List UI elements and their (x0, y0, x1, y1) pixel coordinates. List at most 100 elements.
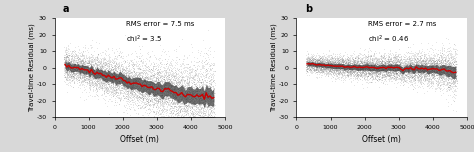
Point (174, 88, 182, 90)
Point (429, 67, 437, 70)
Point (308, 62, 315, 64)
Point (414, 65, 422, 68)
Point (374, 65, 382, 67)
Point (366, 77, 374, 79)
Point (355, 69, 362, 71)
Point (302, 61, 310, 63)
Point (171, 79, 178, 81)
Point (161, 107, 168, 110)
Point (448, 58, 456, 61)
Point (150, 74, 157, 77)
Point (432, 70, 440, 73)
Point (406, 59, 414, 61)
Point (160, 97, 167, 99)
Point (196, 79, 204, 82)
Point (443, 68, 450, 70)
Point (200, 116, 208, 118)
Point (69, 70, 77, 72)
Point (306, 64, 314, 67)
Point (361, 64, 368, 66)
Point (138, 75, 146, 78)
Point (414, 78, 421, 81)
Point (159, 87, 166, 89)
Point (205, 77, 213, 79)
Point (313, 63, 321, 66)
Point (163, 67, 171, 70)
Point (131, 89, 139, 91)
Point (354, 70, 362, 72)
Point (109, 81, 117, 84)
Point (136, 72, 144, 75)
Point (450, 64, 457, 67)
Point (179, 116, 187, 118)
Point (424, 63, 431, 65)
Point (371, 78, 378, 80)
Point (181, 116, 188, 118)
Point (374, 67, 382, 70)
Point (312, 68, 320, 71)
Point (397, 73, 405, 76)
Point (177, 108, 185, 110)
Point (392, 76, 400, 78)
Point (124, 79, 131, 82)
Point (183, 70, 191, 72)
Point (427, 74, 435, 76)
Point (129, 63, 137, 65)
Point (323, 64, 330, 66)
Point (358, 68, 366, 71)
Point (434, 74, 442, 77)
Point (131, 93, 138, 95)
Point (189, 95, 196, 98)
Point (439, 77, 447, 79)
Point (136, 73, 143, 75)
Point (428, 71, 436, 73)
Point (432, 68, 439, 71)
Point (314, 68, 321, 71)
Point (121, 69, 129, 71)
Point (388, 65, 395, 68)
Point (173, 106, 180, 108)
Point (102, 75, 110, 77)
Point (366, 64, 374, 66)
Point (204, 112, 211, 114)
Point (428, 58, 435, 60)
Point (72, 61, 79, 63)
Point (383, 69, 390, 72)
Point (308, 64, 316, 66)
Point (205, 58, 213, 60)
Point (384, 78, 392, 80)
Point (317, 67, 324, 69)
Point (109, 72, 116, 75)
Point (79, 55, 86, 57)
Point (98, 63, 105, 66)
Point (303, 70, 311, 73)
Point (205, 85, 212, 87)
Point (171, 79, 179, 81)
Point (414, 67, 421, 69)
Point (320, 63, 328, 65)
Point (426, 79, 434, 82)
Point (433, 62, 440, 64)
Point (208, 114, 215, 116)
Point (307, 65, 314, 68)
Point (430, 73, 438, 76)
Point (430, 75, 438, 78)
Point (442, 62, 450, 64)
Point (202, 59, 210, 61)
Point (435, 85, 442, 88)
Point (100, 80, 107, 82)
Point (335, 72, 343, 74)
Point (170, 92, 178, 95)
Point (81, 46, 89, 49)
Point (446, 86, 453, 89)
Point (139, 104, 146, 106)
Point (444, 72, 451, 74)
Point (205, 105, 212, 108)
Point (425, 60, 432, 62)
Point (115, 63, 123, 65)
Point (336, 58, 343, 61)
Point (334, 77, 342, 79)
Point (392, 61, 400, 63)
Point (147, 93, 155, 96)
Point (188, 116, 196, 118)
